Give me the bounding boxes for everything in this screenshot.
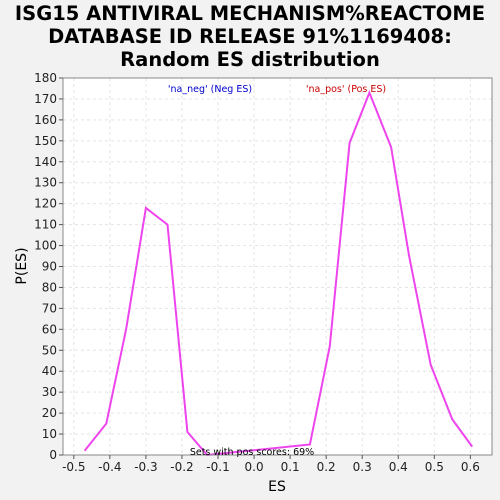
x-tick-label: 0.0 <box>245 460 264 474</box>
plot-area <box>63 78 492 455</box>
y-tick-label: 160 <box>34 113 57 127</box>
x-tick-label: -0.4 <box>98 460 121 474</box>
y-axis-label: P(ES) <box>14 247 30 284</box>
x-tick-label: 0.6 <box>461 460 480 474</box>
series-layer <box>83 89 474 457</box>
axes: -0.5 -0.4 -0.3 -0.2 -0.1 0.0 0.1 0.2 0.3 0.4 0.5 0.… <box>34 71 480 474</box>
chart-title: ISG15 ANTIVIRAL MECHANISM%REACTOME DATAB… <box>0 2 500 71</box>
chart-title-line-2: DATABASE ID RELEASE 91%1169408: <box>48 25 452 48</box>
x-tick-label: 0.2 <box>317 460 336 474</box>
y-tick-label: 50 <box>42 343 57 357</box>
x-tick-label: -0.2 <box>170 460 193 474</box>
pos-scores-annotation: Sets with pos scores: 69% <box>190 447 314 458</box>
y-tick-label: 10 <box>42 427 57 441</box>
x-tick-label: 0.3 <box>353 460 372 474</box>
x-axis-label: ES <box>268 479 286 495</box>
y-tick-label: 20 <box>42 406 57 420</box>
x-tick-label: 0.4 <box>389 460 408 474</box>
y-tick-label: 30 <box>42 385 57 399</box>
y-tick-label: 180 <box>34 71 57 85</box>
chart-title-line-1: ISG15 ANTIVIRAL MECHANISM%REACTOME <box>14 2 486 25</box>
es-distribution-line <box>83 89 474 457</box>
x-tick-label: 0.1 <box>281 460 300 474</box>
legend-neg: 'na_neg' (Neg ES) <box>168 84 252 95</box>
y-tick-label: 120 <box>34 197 57 211</box>
y-tick-label: 140 <box>34 155 57 169</box>
y-tick-label: 150 <box>34 134 57 148</box>
y-tick-label: 80 <box>42 280 57 294</box>
y-tick-label: 60 <box>42 322 57 336</box>
y-tick-label: 70 <box>42 301 57 315</box>
x-tick-label: -0.5 <box>62 460 85 474</box>
y-tick-label: 0 <box>49 448 57 462</box>
y-tick-label: 170 <box>34 92 57 106</box>
legend-pos: 'na_pos' (Pos ES) <box>306 84 386 95</box>
grid <box>63 77 492 456</box>
y-tick-label: 90 <box>42 260 57 274</box>
y-tick-label: 110 <box>34 218 57 232</box>
chart-title-line-3: Random ES distribution <box>120 48 380 71</box>
x-tick-label: -0.3 <box>134 460 157 474</box>
y-tick-label: 100 <box>34 239 57 253</box>
x-tick-label: 0.5 <box>425 460 444 474</box>
y-tick-label: 130 <box>34 176 57 190</box>
x-tick-label: -0.1 <box>206 460 229 474</box>
y-tick-label: 40 <box>42 364 57 378</box>
